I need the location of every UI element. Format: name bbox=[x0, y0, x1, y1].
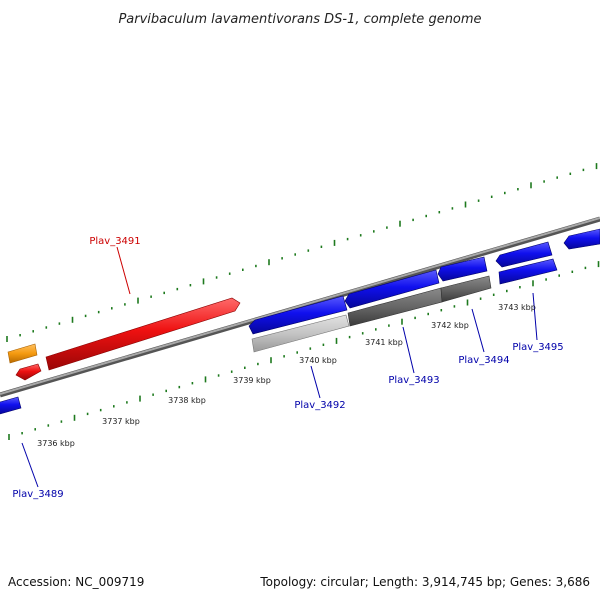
scale-label-3739: 3739 kbp bbox=[233, 376, 271, 385]
scale-label-3742: 3742 kbp bbox=[431, 321, 469, 330]
gene-feature-plav-3491[interactable] bbox=[45, 297, 241, 371]
gene-feature-blue-2[interactable] bbox=[344, 269, 440, 309]
scale-label-3740: 3740 kbp bbox=[299, 356, 337, 365]
gene-feature-plav-3492[interactable] bbox=[248, 295, 348, 335]
scale-label-3741: 3741 kbp bbox=[365, 338, 403, 347]
label-leaders bbox=[21, 246, 538, 488]
gene-feature-plav-3494[interactable] bbox=[440, 275, 492, 303]
tick-row-upper bbox=[6, 163, 598, 342]
gene-feature-blue-3[interactable] bbox=[437, 256, 488, 282]
gene-label-plav-3489[interactable]: Plav_3489 bbox=[12, 489, 63, 500]
gene-label-plav-3494[interactable]: Plav_3494 bbox=[458, 355, 509, 366]
tick-row-lower bbox=[8, 261, 600, 440]
gene-feature-blue-4[interactable] bbox=[495, 241, 553, 268]
gene-feature-rna[interactable] bbox=[7, 343, 38, 364]
leader-plav-3491 bbox=[116, 246, 131, 295]
gene-feature-plav-3489[interactable] bbox=[0, 396, 22, 415]
gene-label-plav-3491[interactable]: Plav_3491 bbox=[89, 236, 140, 247]
gene-label-plav-3492[interactable]: Plav_3492 bbox=[294, 400, 345, 411]
gene-feature-blue-5[interactable] bbox=[563, 228, 600, 250]
leader-plav-3495 bbox=[532, 292, 538, 341]
map-title: Parvibaculum lavamentivorans DS-1, compl… bbox=[118, 12, 481, 27]
leader-plav-3489 bbox=[21, 442, 39, 488]
gene-label-plav-3493[interactable]: Plav_3493 bbox=[388, 375, 439, 386]
scale-label-3743: 3743 kbp bbox=[498, 303, 536, 312]
gene-label-plav-3495[interactable]: Plav_3495 bbox=[512, 342, 563, 353]
accession-text: Accession: NC_009719 bbox=[8, 575, 144, 589]
gene-feature-light[interactable] bbox=[251, 314, 350, 353]
scale-label-3737: 3737 kbp bbox=[102, 417, 140, 426]
leader-plav-3492 bbox=[310, 365, 321, 399]
backbone bbox=[0, 216, 600, 398]
scale-label-3738: 3738 kbp bbox=[168, 396, 206, 405]
gene-feature-plav-3495[interactable] bbox=[498, 258, 558, 285]
gene-feature-reverse-small[interactable] bbox=[15, 363, 42, 381]
scale-label-3736: 3736 kbp bbox=[37, 439, 75, 448]
genome-summary-text: Topology: circular; Length: 3,914,745 bp… bbox=[259, 575, 590, 589]
leader-plav-3493 bbox=[402, 326, 415, 374]
feature-track bbox=[0, 228, 600, 415]
leader-plav-3494 bbox=[471, 308, 485, 353]
